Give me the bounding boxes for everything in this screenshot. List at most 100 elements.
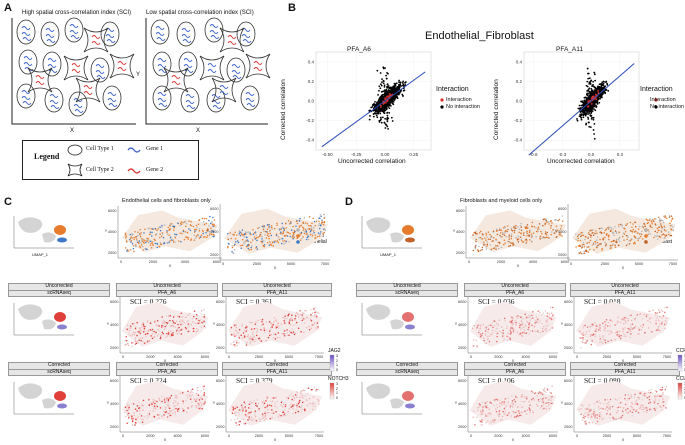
c-row2-expr-cell-2: [239, 420, 241, 422]
c-top-a11-xtick-3: 7500: [321, 262, 329, 266]
c-row2-expr-cell-1: [196, 389, 199, 392]
c-top-a11-cell: [277, 236, 280, 238]
d-top-a6-cell: [545, 233, 548, 236]
c-row2-expr-cell-1: [201, 403, 203, 406]
c-top-a11-cell: [240, 231, 243, 234]
d-row1-expr-cell-1: [531, 330, 534, 332]
d-row1-expr-cell-1: [544, 329, 547, 332]
left-cell-type-1-0-gene1c: [22, 37, 32, 41]
c-row1-expr-cell-1: [171, 320, 174, 322]
b1-point-no-interaction: [396, 93, 399, 96]
c-row2-expr-cell-2: [253, 400, 256, 402]
c-row1-expr-cell-2: [235, 342, 238, 344]
c-row2-expr-cell-1: [139, 413, 141, 415]
b1-point-no-interaction: [376, 69, 379, 72]
c-top-a11-cell: [285, 222, 287, 225]
c-row1-expr-cell-1: [131, 333, 134, 336]
c-row2-expr-cell-2: [248, 416, 250, 418]
d-row2-expr-cell-1: [543, 390, 546, 392]
c-top-a11-yaxis-label: Y: [207, 228, 210, 233]
d-row2-expr-cell-1: [550, 392, 553, 394]
c-top-a11-cell: [239, 234, 242, 237]
c-row2-expr-cell-2: [288, 395, 291, 397]
c-row1-expr-cell-2: [288, 334, 290, 337]
c-row2-expr-cell-2: [304, 395, 307, 397]
d-top-a6-cell: [503, 239, 506, 242]
d-top-a11-cell: [615, 232, 618, 235]
c-row1-expr-cell-1: [125, 339, 128, 342]
c-row2-expr-cell-2: [241, 406, 244, 408]
right-cell-type-1-5-gene1: [157, 92, 167, 96]
c-row2-expr-cell-2: [230, 419, 233, 421]
c-top-a11-cell: [302, 229, 305, 231]
d-top-a11-cell: [653, 236, 655, 239]
c-row1-expr-cell-2: [265, 340, 267, 342]
c-row2-expr-cell-1: [199, 407, 202, 410]
d-top-a11-cell: [580, 252, 583, 255]
d-row1-expr-cell-2: [630, 319, 633, 322]
c-row1-expr-cell-2: [313, 322, 316, 324]
left-cell-type-2-0-gene: [91, 35, 101, 39]
d-top-a6-cell: [544, 231, 547, 233]
d-top-a6-cell: [526, 234, 528, 237]
d-top-a6-cell: [539, 237, 541, 240]
d-row1-expr-cell-1: [506, 325, 509, 327]
c-top-a11-cell: [299, 239, 302, 241]
d-top-a6-cell: [500, 246, 503, 249]
c-row2-expr-cell-2: [287, 397, 290, 399]
c-row1-expr-cell-1: [189, 312, 191, 315]
d-row2-expr-cell-1: [545, 391, 547, 394]
d-row1-expr-cell-2: [594, 330, 597, 332]
d-top-a11-cell: [636, 232, 639, 234]
c-top-a11-cell: [260, 240, 262, 243]
c-row2-expr-cell-2: [252, 419, 254, 421]
d-top-a11-cell: [604, 241, 606, 244]
b1-point-no-interaction: [371, 105, 374, 108]
c-row1-expr-cell-2: [279, 336, 281, 339]
c-row1-expr-cell-1: [176, 332, 179, 335]
d-top-a11-cell: [595, 245, 598, 248]
c-top-a6-cell: [212, 235, 214, 238]
c-top-a6-xtick-1: 2000: [149, 260, 157, 264]
d-top-a6-cell: [495, 238, 497, 240]
d-top-a11-cell: [585, 250, 588, 253]
c-top-a11-cell: [318, 220, 320, 222]
c-top-a6-cell: [208, 219, 210, 222]
c-top-a11-cell: [282, 227, 285, 229]
c-row1-expr-cell-2: [238, 335, 240, 337]
d-row1-expr-cell-1: [552, 313, 555, 316]
c-row2-expr-cell-1: [166, 397, 168, 400]
d-row1-expr-cell-1: [493, 324, 496, 327]
c-row2-expr-cell-2: [238, 413, 241, 416]
d-row1-umap-cluster-main: [366, 304, 391, 320]
c-row1-expr-cell-2: [233, 332, 235, 335]
d-top-a11-cell: [590, 236, 592, 238]
d-row1-expr-cell-2: [617, 316, 619, 318]
d-top-a6-cell: [490, 248, 492, 251]
c-row1-expr-cell-2: [261, 324, 263, 327]
c-top-a11-cell: [311, 234, 314, 237]
c-row1-expr-cell-2: [295, 321, 298, 324]
c-row1-expr-cell-1: [145, 336, 147, 338]
d-top-a11-cell: [666, 217, 668, 220]
d-top-a6-cell: [523, 234, 525, 236]
c-top-a6-xtick-3: 6000: [213, 260, 221, 264]
d-top-a11-cell: [625, 234, 628, 237]
c-row1-expr-cell-2: [315, 316, 318, 319]
right-cell-type-1-4-gene1b: [183, 64, 193, 68]
c-row1-expr-cell-1: [131, 345, 133, 348]
c-row1-expr-cell-1: [134, 331, 137, 334]
c-row2-expr-cell-2: [232, 406, 234, 408]
c-row1-expr-cell-1: [195, 317, 198, 320]
d-top-a11-cell: [664, 215, 667, 217]
d-top-a6-yaxis-label: Y: [453, 228, 456, 233]
right-cell-type-2-0-geneb: [227, 41, 237, 45]
c-top-a6-cell: [139, 233, 141, 236]
d-top-a6-cell: [560, 225, 563, 227]
c-row1-expr-cell-1: [191, 318, 194, 320]
c-top-a6-cell: [212, 225, 214, 228]
c-top-a11-cell: [298, 226, 301, 228]
d-top-a6-cell: [498, 241, 501, 244]
c-top-a6-cell: [208, 225, 210, 227]
d-top-a11-cell: [631, 226, 633, 228]
